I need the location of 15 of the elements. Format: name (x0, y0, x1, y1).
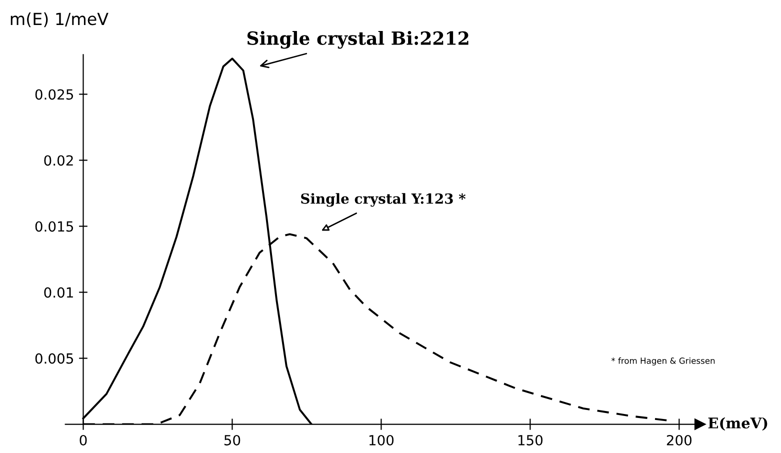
y-tick-label: 0.01 (44, 287, 73, 298)
x-tick-label: 200 (666, 434, 692, 446)
y-tick-label: 0.005 (35, 353, 74, 364)
annotation: Single crystal Y:123 * (301, 193, 466, 207)
annotation: Single crystal Bi:2212 (247, 30, 468, 49)
x-tick-label: 0 (80, 434, 87, 446)
y-tick-label: 0.025 (35, 89, 74, 100)
y-tick-label: 0.02 (44, 155, 73, 166)
y-tick-label: 0.015 (35, 221, 74, 232)
y-axis-title: m(E) 1/meV (10, 12, 108, 28)
x-tick-label: 100 (369, 434, 394, 446)
annotation: * from Hagen & Griessen (611, 357, 715, 366)
x-tick-label: 50 (224, 434, 240, 446)
x-tick-label: 150 (518, 434, 543, 446)
x-axis-title: E(meV) (708, 417, 768, 431)
